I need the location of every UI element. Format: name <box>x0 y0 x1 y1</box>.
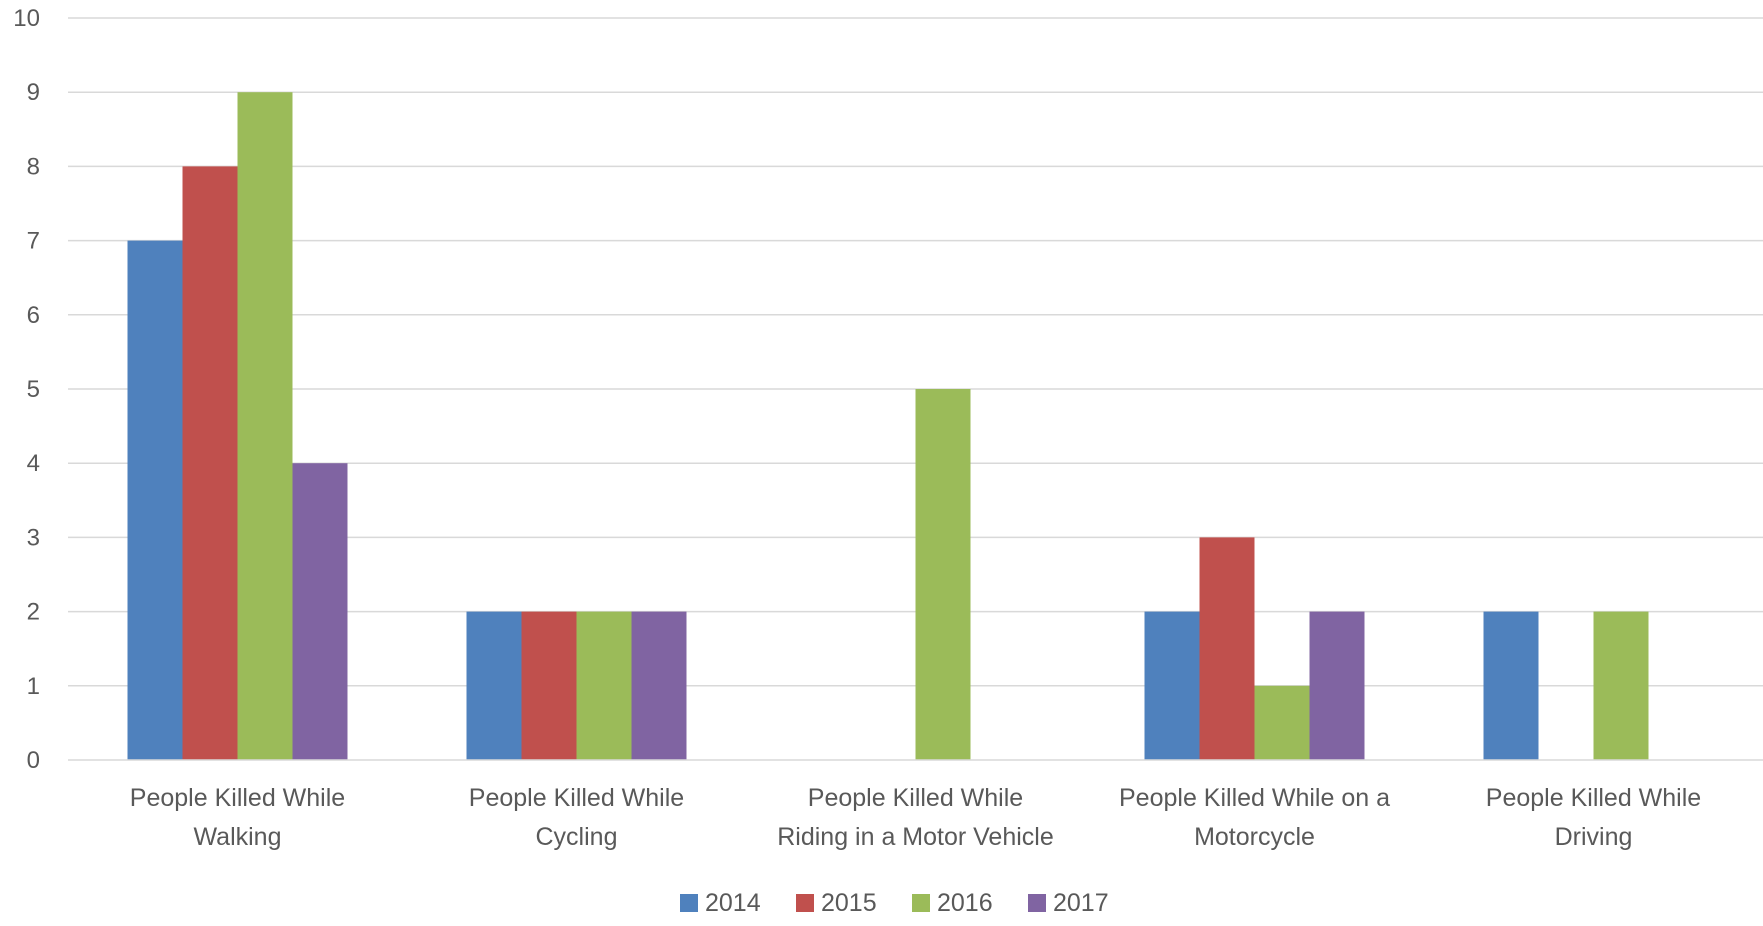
legend-label: 2015 <box>821 889 877 917</box>
x-category-label-line: Motorcycle <box>1194 823 1315 851</box>
x-category-label: People Killed While Cycling <box>469 784 684 851</box>
bars <box>127 92 1649 761</box>
x-category-label-line: Riding in a Motor Vehicle <box>777 823 1054 851</box>
x-category-label: People Killed While Walking <box>130 784 345 851</box>
legend-item-2017[interactable]: 2017 <box>1028 889 1109 917</box>
bar-2014-cat-1 <box>466 611 522 760</box>
x-category-label: People Killed While on a Motorcycle <box>1119 784 1390 851</box>
y-tick-label: 3 <box>27 524 40 551</box>
x-category-label-line: People Killed While <box>808 784 1023 812</box>
x-category-label-line: People Killed While <box>469 784 684 812</box>
y-tick-label: 1 <box>27 673 40 700</box>
legend-item-2016[interactable]: 2016 <box>912 889 993 917</box>
bar-2017-cat-1 <box>631 611 687 760</box>
legend-label: 2014 <box>705 889 761 917</box>
bar-2015-cat-3 <box>1199 537 1255 760</box>
bar-2016-cat-2 <box>915 389 971 760</box>
y-tick-label: 4 <box>27 450 40 477</box>
bar-2014-cat-3 <box>1144 611 1200 760</box>
bar-2014-cat-4 <box>1483 611 1539 760</box>
bar-2016-cat-4 <box>1593 611 1649 760</box>
bar-2016-cat-3 <box>1254 685 1310 760</box>
y-tick-label: 6 <box>27 302 40 329</box>
x-category-label-line: Cycling <box>536 823 618 851</box>
legend-label: 2016 <box>937 889 993 917</box>
x-category-label-line: People Killed While on a <box>1119 784 1390 812</box>
y-tick-label: 9 <box>27 79 40 106</box>
x-category-label: People Killed While Driving <box>1486 784 1701 851</box>
legend-swatch <box>1028 894 1046 912</box>
x-category-label: People Killed While Riding in a Motor Veh… <box>777 784 1054 851</box>
legend-label: 2017 <box>1053 889 1109 917</box>
bar-2015-cat-0 <box>182 166 238 760</box>
y-tick-label: 5 <box>27 376 40 403</box>
bar-2016-cat-0 <box>237 92 293 760</box>
legend-item-2014[interactable]: 2014 <box>680 889 761 917</box>
y-tick-label: 10 <box>13 5 40 32</box>
bar-2017-cat-3 <box>1309 611 1365 760</box>
y-tick-label: 7 <box>27 228 40 255</box>
legend-swatch <box>680 894 698 912</box>
bar-2014-cat-0 <box>127 240 183 761</box>
y-tick-label: 8 <box>27 153 40 180</box>
legend-swatch <box>796 894 814 912</box>
x-category-label-line: People Killed While <box>130 784 345 812</box>
y-axis-tick-labels: 0 1 2 3 4 5 6 7 8 9 10 <box>13 5 40 774</box>
legend-swatch <box>912 894 930 912</box>
y-tick-label: 2 <box>27 599 40 626</box>
bar-2016-cat-1 <box>576 611 632 760</box>
x-category-label-line: People Killed While <box>1486 784 1701 812</box>
bar-2015-cat-1 <box>521 611 577 760</box>
x-category-label-line: Walking <box>194 823 282 851</box>
legend-item-2015[interactable]: 2015 <box>796 889 877 917</box>
legend[interactable]: 2014 2015 2016 2017 <box>680 889 1109 917</box>
x-category-label-line: Driving <box>1555 823 1633 851</box>
bar-2017-cat-0 <box>292 463 348 760</box>
y-tick-label: 0 <box>27 747 40 774</box>
